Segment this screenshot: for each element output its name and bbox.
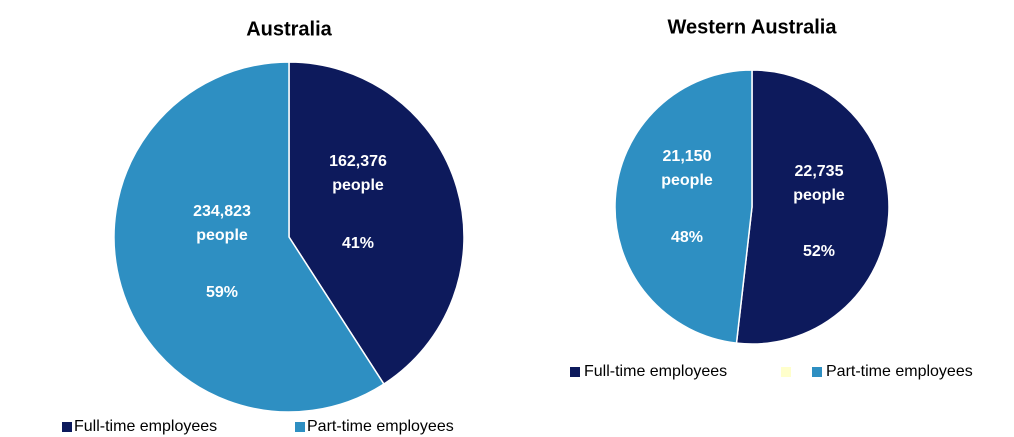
slice-value-label: 21,150 people <box>661 148 713 189</box>
chart-title: Western Australia <box>668 16 838 38</box>
slice-value-label: 234,823 people <box>193 203 251 244</box>
chart-title: Australia <box>246 18 332 40</box>
pie-slice <box>614 69 753 344</box>
legend-label: Part-time employees <box>826 363 973 380</box>
legend-swatch <box>570 367 580 377</box>
legend-label: Full-time employees <box>584 363 727 380</box>
slice-share-label: 52% <box>802 243 836 260</box>
legend-swatch <box>62 422 72 432</box>
slice-value-label: 22,735 people <box>793 163 845 204</box>
legend-label: Part-time employees <box>307 418 454 435</box>
legend-swatch <box>781 367 791 377</box>
slice-share-label: 48% <box>670 229 704 246</box>
legend-label: Full-time employees <box>74 418 217 435</box>
pie-slice <box>113 61 385 413</box>
slice-share-label: 41% <box>341 235 375 252</box>
legend-swatch <box>295 422 305 432</box>
pie-slice <box>735 69 890 345</box>
slice-value-label: 162,376 people <box>329 153 387 194</box>
slice-share-label: 59% <box>205 284 239 301</box>
legend-swatch <box>812 367 822 377</box>
